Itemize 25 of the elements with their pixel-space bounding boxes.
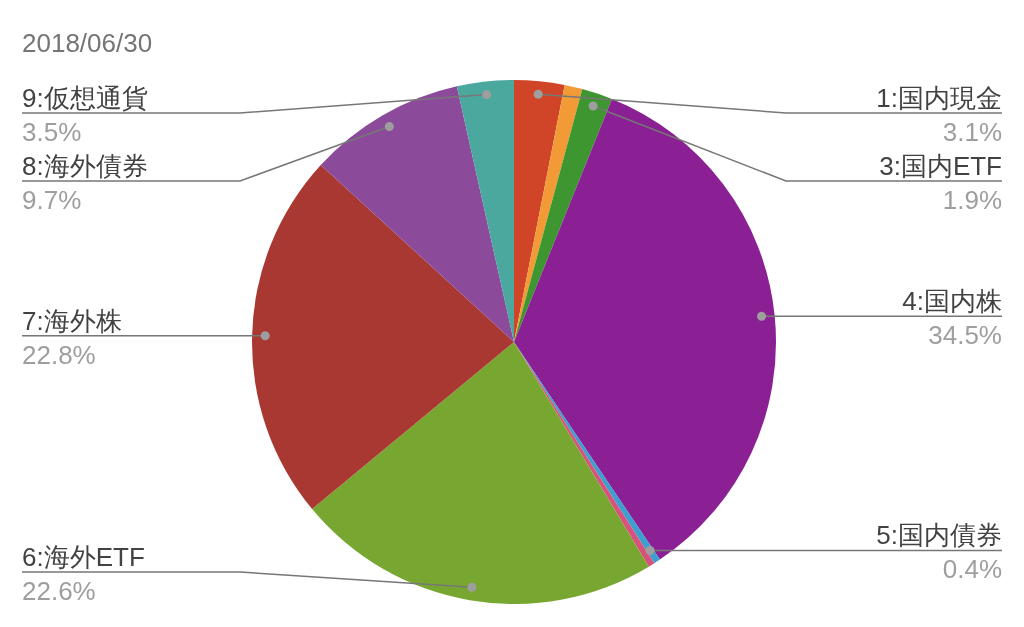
chart-title: 2018/06/30: [22, 28, 153, 58]
data-label: 22.6%: [22, 576, 96, 606]
slice-label: 6:海外ETF: [22, 542, 145, 572]
slice-label: 5:国内債券: [876, 520, 1002, 551]
pie-slice: [312, 342, 649, 604]
pie-slice: [514, 89, 612, 342]
slice-label: 8:海外債券: [22, 151, 148, 181]
pie-slice: [456, 80, 514, 342]
pie-slice: [514, 84, 583, 342]
slice-label: 1:国内現金: [876, 83, 1002, 113]
data-label: 3.5%: [22, 117, 82, 147]
slice-label: 9:仮想通貨: [22, 83, 148, 113]
slice-label: 7:海外株: [22, 305, 122, 336]
slice-label: 4:国内株: [902, 286, 1002, 317]
data-label: 9.7%: [22, 185, 82, 215]
slice-label: 3:国内ETF: [879, 151, 1002, 181]
data-label: 3.1%: [942, 117, 1002, 147]
data-label: 0.4%: [942, 554, 1002, 585]
pie-slice: [514, 99, 776, 560]
pie-slice: [514, 80, 565, 342]
pie-slice: [252, 165, 514, 510]
pie-slice: [320, 86, 514, 342]
data-label: 22.8%: [22, 339, 96, 370]
data-label: 34.5%: [928, 320, 1002, 351]
data-label: 1.9%: [942, 185, 1002, 215]
